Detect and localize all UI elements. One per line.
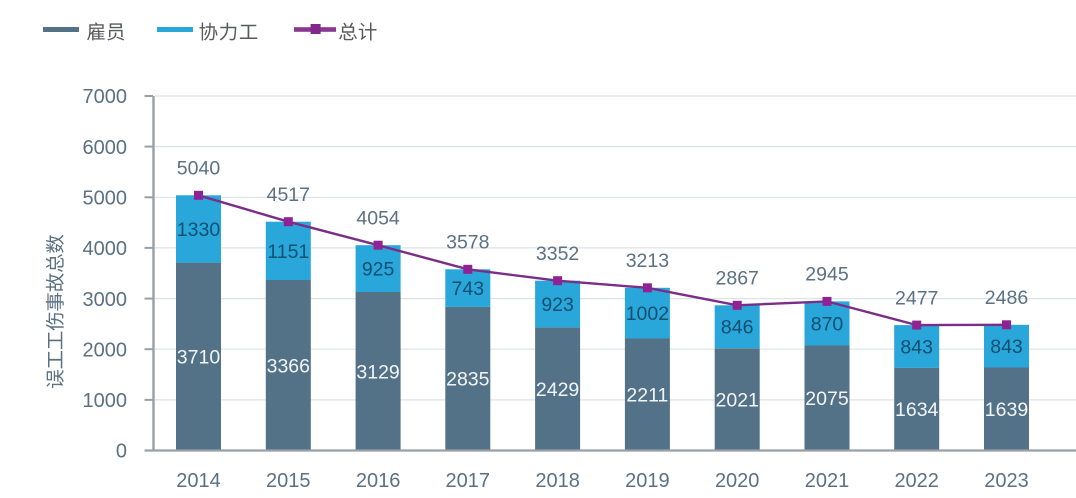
svg-text:870: 870: [811, 313, 844, 335]
svg-text:2021: 2021: [805, 470, 850, 492]
svg-text:3129: 3129: [356, 361, 399, 383]
svg-text:2000: 2000: [83, 339, 128, 361]
svg-text:3578: 3578: [446, 232, 489, 254]
svg-text:3366: 3366: [267, 355, 310, 377]
svg-text:846: 846: [721, 317, 754, 339]
svg-text:1151: 1151: [267, 241, 309, 263]
svg-text:2945: 2945: [805, 264, 849, 286]
svg-text:1639: 1639: [985, 399, 1028, 421]
svg-text:2015: 2015: [266, 470, 311, 492]
svg-text:0: 0: [116, 441, 127, 463]
svg-text:5000: 5000: [83, 188, 128, 210]
svg-text:2211: 2211: [626, 385, 668, 407]
svg-text:2019: 2019: [625, 470, 670, 492]
svg-text:923: 923: [541, 294, 574, 316]
svg-text:3213: 3213: [626, 250, 669, 272]
svg-text:4000: 4000: [83, 238, 128, 260]
svg-text:2016: 2016: [356, 470, 401, 492]
svg-text:2021: 2021: [716, 389, 759, 411]
svg-text:5040: 5040: [177, 158, 221, 180]
svg-text:2477: 2477: [895, 287, 938, 309]
svg-text:2429: 2429: [536, 379, 579, 401]
svg-text:925: 925: [362, 259, 395, 281]
svg-text:7000: 7000: [83, 86, 128, 108]
svg-text:2017: 2017: [446, 470, 491, 492]
svg-text:1634: 1634: [895, 399, 939, 421]
svg-text:1002: 1002: [626, 303, 669, 325]
svg-text:743: 743: [452, 278, 485, 300]
svg-text:1000: 1000: [83, 390, 128, 412]
svg-text:2020: 2020: [715, 470, 760, 492]
svg-text:3000: 3000: [83, 289, 128, 311]
svg-text:2075: 2075: [805, 388, 849, 410]
svg-text:2018: 2018: [535, 470, 580, 492]
svg-text:2014: 2014: [176, 470, 221, 492]
svg-text:2022: 2022: [894, 470, 939, 492]
svg-text:3710: 3710: [177, 347, 221, 369]
svg-text:4054: 4054: [356, 208, 400, 230]
svg-text:843: 843: [900, 336, 933, 358]
svg-text:3352: 3352: [536, 243, 579, 265]
svg-text:2486: 2486: [985, 287, 1028, 309]
svg-text:2835: 2835: [446, 369, 490, 391]
svg-text:6000: 6000: [83, 137, 128, 159]
svg-text:4517: 4517: [267, 184, 310, 206]
svg-text:1330: 1330: [177, 219, 221, 241]
svg-text:843: 843: [990, 336, 1023, 358]
svg-text:2867: 2867: [716, 268, 759, 290]
svg-text:2023: 2023: [984, 470, 1029, 492]
